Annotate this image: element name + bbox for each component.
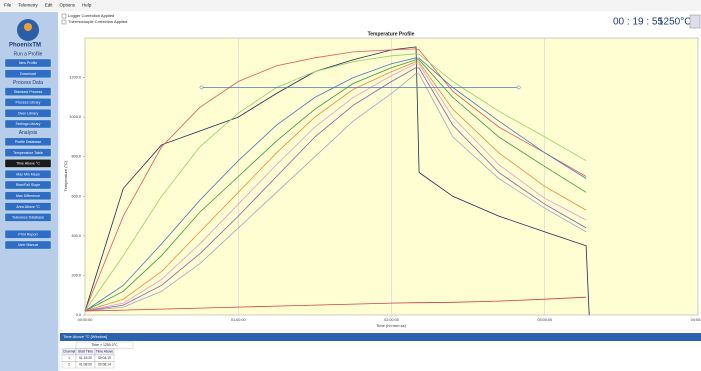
x-tick-label: 04:00:00 — [691, 318, 701, 322]
sidebar-button[interactable] — [4, 159, 52, 168]
table-cell — [94, 361, 115, 369]
sidebar-button[interactable] — [4, 170, 52, 179]
series-line — [84, 57, 587, 312]
series-line — [84, 53, 587, 312]
bottom-panel-title-bar — [60, 333, 701, 341]
sidebar-button-label: Process Library — [16, 101, 41, 105]
menu-item[interactable]: Options — [60, 3, 76, 8]
sidebar-button[interactable] — [4, 213, 52, 222]
sidebar-button[interactable] — [4, 87, 52, 96]
sidebar-button-label: New Profile — [19, 61, 37, 65]
sidebar-button-label: Max Min Mean — [16, 172, 40, 176]
sidebar-button[interactable] — [4, 98, 52, 107]
menu-item[interactable]: Help — [82, 3, 92, 8]
table-header: Time Above — [96, 350, 113, 354]
sidebar-button-label: Oven Library — [18, 111, 39, 115]
checkbox-label: Logger Correction Applied — [68, 13, 114, 18]
sidebar-button[interactable] — [4, 58, 52, 68]
threshold-handle[interactable] — [199, 85, 204, 90]
logo-flame — [24, 23, 32, 31]
table-header: Channel — [63, 350, 76, 354]
series-line — [84, 63, 587, 312]
x-tick-label: 01:00:00 — [231, 318, 246, 322]
table-cell-text: 01:08:00 — [79, 363, 92, 367]
threshold-handle[interactable] — [516, 85, 521, 90]
menu-item[interactable]: File — [4, 3, 12, 8]
table-cell-text: 00:08:14 — [98, 363, 111, 367]
sidebar-button[interactable] — [4, 109, 52, 118]
sidebar-button[interactable] — [4, 180, 52, 190]
sidebar-section-title: Run a Profile — [14, 51, 43, 57]
clock: 00 : 19 : 55 — [613, 17, 663, 28]
sidebar-button[interactable] — [4, 137, 52, 146]
y-tick-label: 600.0 — [71, 194, 81, 198]
checkbox[interactable] — [61, 13, 67, 19]
x-axis-label: Time (hh:mm:ss) — [376, 323, 407, 328]
table-cell-text: 2 — [68, 363, 70, 367]
table-caption: Time > 1250.0°C — [91, 343, 118, 347]
checkbox[interactable] — [61, 19, 67, 25]
sidebar-button-label: Settings Library — [16, 122, 41, 126]
series-line — [84, 48, 587, 312]
toolbar-button[interactable] — [689, 14, 701, 29]
y-tick-label: 800.0 — [71, 155, 81, 159]
y-tick-label: 400.0 — [71, 234, 81, 238]
table-header: Start Time — [78, 350, 93, 354]
sidebar-button[interactable] — [4, 240, 52, 250]
sidebar-button[interactable] — [4, 191, 52, 200]
sidebar-button[interactable] — [4, 230, 52, 239]
table-cell-text: 01:15:20 — [79, 356, 92, 360]
checkbox-label: Thermocouple Correction Applied — [68, 19, 127, 24]
sidebar-button-label: Temperature Table — [13, 151, 43, 155]
x-tick-label: 02:00:00 — [384, 318, 399, 322]
sidebar-button[interactable] — [4, 148, 52, 157]
sidebar-button-label: User Manual — [18, 243, 39, 247]
y-tick-label: 1200.0 — [69, 76, 81, 80]
bottom-panel-title: Time Above °C [Window] — [63, 334, 107, 339]
temperature-readout: 1250°C — [658, 17, 691, 28]
sidebar-section-title: Analysis — [19, 130, 38, 136]
logo-text: PhoenixTM — [9, 43, 41, 49]
series-line — [84, 46, 590, 316]
sidebar-button-label: Time Above °C — [16, 162, 40, 166]
menu-item[interactable]: Edit — [45, 3, 54, 8]
series-line — [84, 296, 587, 312]
sidebar-button-label: Print Report — [18, 232, 37, 236]
x-tick-label: 00:00:00 — [78, 318, 93, 322]
sidebar-button[interactable] — [4, 119, 52, 129]
menu-item[interactable]: Telemetry — [18, 3, 38, 8]
x-tick-label: 03:00:00 — [537, 318, 552, 322]
chart-title: Temperature Profile — [368, 31, 415, 37]
series-line — [84, 61, 587, 312]
sidebar-button-label: Max Difference — [16, 194, 40, 198]
table-cell-text: 00:04:15 — [98, 356, 111, 360]
sidebar-button-label: Profile Database — [15, 140, 42, 144]
sidebar-button-label: Rise/Fall Slope — [16, 183, 40, 187]
toolbar — [0, 11, 701, 30]
sidebar-button[interactable] — [4, 202, 52, 211]
series-line — [84, 67, 587, 312]
sidebar-button-label: Standard Process — [14, 90, 43, 94]
menu-bar — [0, 0, 701, 11]
sidebar-section-title: Process Data — [13, 80, 43, 86]
sidebar-button-label: Area Above °C — [16, 205, 40, 209]
sidebar-button-label: Download — [20, 72, 36, 76]
table-cell-text: 1 — [68, 356, 70, 360]
series-line — [84, 73, 587, 312]
y-tick-label: 1000.0 — [69, 115, 81, 119]
y-tick-label: 0.0 — [76, 313, 81, 317]
series-line — [84, 59, 587, 312]
y-tick-label: 200.0 — [71, 273, 81, 277]
sidebar-button[interactable] — [4, 69, 52, 78]
y-axis-label: Temperature (°C) — [63, 160, 68, 191]
sidebar-button-label: Tolerance Database — [12, 216, 44, 220]
